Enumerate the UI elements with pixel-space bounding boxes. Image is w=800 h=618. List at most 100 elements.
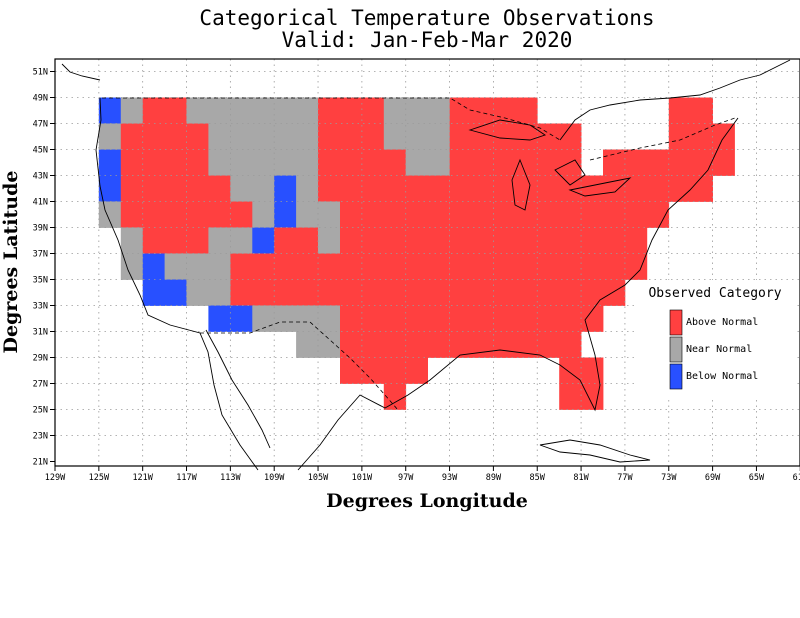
y-tick-label: 41N — [33, 198, 48, 208]
grid-cell-above-normal — [493, 227, 516, 254]
canada-us-border — [102, 97, 736, 161]
grid-cell-above-normal — [449, 305, 472, 332]
grid-cell-above-normal — [559, 201, 582, 228]
grid-cell-above-normal — [274, 279, 297, 306]
grid-cell-above-normal — [646, 201, 670, 228]
grid-cell-near-normal — [186, 253, 209, 280]
grid-cell-above-normal — [581, 357, 604, 384]
grid-cell-below-normal — [98, 175, 122, 202]
grid-cell-above-normal — [427, 279, 450, 306]
x-tick-label: 85W — [530, 473, 546, 483]
grid-cell-near-normal — [186, 97, 209, 124]
grid-cell-near-normal — [405, 97, 428, 124]
legend: Observed Category Above Normal Near Norma… — [636, 280, 794, 400]
grid-cell-above-normal — [340, 123, 363, 150]
grid-cell-above-normal — [581, 227, 604, 254]
grid-cell-above-normal — [581, 305, 604, 332]
grid-cell-near-normal — [98, 123, 122, 150]
grid-cell-above-normal — [361, 97, 385, 124]
grid-cell-near-normal — [208, 279, 231, 306]
grid-cell-above-normal — [603, 201, 626, 228]
grid-cell-above-normal — [120, 149, 144, 176]
grid-cell-near-normal — [230, 175, 253, 202]
grid-cell-above-normal — [624, 149, 648, 176]
y-tick-label: 35N — [33, 276, 48, 286]
grid-cell-above-normal — [712, 149, 735, 176]
y-tick-label: 29N — [33, 354, 48, 364]
grid-cell-above-normal — [186, 201, 209, 228]
great-lakes-outline — [468, 119, 632, 211]
grid-cell-above-normal — [142, 201, 165, 228]
grid-cell-above-normal — [471, 201, 494, 228]
grid-cell-above-normal — [449, 331, 472, 358]
grid-cell-above-normal — [318, 279, 341, 306]
x-tick-label: 89W — [486, 473, 502, 483]
chart-title: Categorical Temperature Observations — [199, 6, 654, 30]
grid-cell-above-normal — [340, 279, 363, 306]
grid-cell-above-normal — [164, 149, 187, 176]
grid-cell-above-normal — [340, 175, 363, 202]
grid-cell-above-normal — [515, 175, 538, 202]
gridlines-layer — [55, 59, 800, 466]
grid-cell-below-normal — [164, 279, 187, 306]
grid-cell-above-normal — [142, 175, 165, 202]
grid-cell-above-normal — [361, 175, 385, 202]
grid-cell-above-normal — [559, 383, 582, 410]
grid-cell-near-normal — [274, 97, 297, 124]
grid-cell-near-normal — [208, 149, 231, 176]
grid-cell-near-normal — [318, 305, 341, 332]
y-tick-label: 31N — [33, 328, 48, 338]
grid-cell-above-normal — [624, 175, 648, 202]
grid-cell-above-normal — [537, 227, 560, 254]
grid-cell-above-normal — [208, 175, 231, 202]
grid-cell-above-normal — [405, 175, 428, 202]
grid-cell-near-normal — [98, 201, 122, 228]
grid-cell-near-normal — [252, 97, 275, 124]
x-tick-label: 105W — [308, 473, 329, 483]
y-tick-label: 51N — [33, 68, 48, 78]
legend-label: Near Normal — [686, 344, 752, 355]
grid-cell-below-normal — [142, 253, 165, 280]
grid-cell-near-normal — [318, 201, 341, 228]
x-tick-label: 77W — [617, 473, 633, 483]
x-tick-label: 125W — [89, 473, 110, 483]
grid-cell-above-normal — [361, 305, 385, 332]
grid-cell-near-normal — [230, 227, 253, 254]
grid-cell-above-normal — [318, 175, 341, 202]
grid-cell-above-normal — [515, 227, 538, 254]
grid-cell-above-normal — [581, 253, 604, 280]
grid-cell-above-normal — [318, 253, 341, 280]
grid-cell-above-normal — [559, 175, 582, 202]
x-tick-label: 73W — [661, 473, 677, 483]
grid-cell-above-normal — [515, 97, 538, 124]
gulf-coastline — [297, 117, 739, 471]
grid-cell-above-normal — [383, 357, 407, 384]
grid-cell-near-normal — [296, 175, 319, 202]
grid-cell-above-normal — [515, 253, 538, 280]
grid-cell-near-normal — [274, 149, 297, 176]
grid-cell-above-normal — [186, 175, 209, 202]
grid-cell-above-normal — [405, 253, 428, 280]
grid-cell-above-normal — [493, 305, 516, 332]
x-tick-label: 61W — [793, 473, 800, 483]
grid-cell-above-normal — [230, 253, 253, 280]
x-tick-label: 93W — [442, 473, 458, 483]
grid-cell-above-normal — [471, 331, 494, 358]
grid-cell-above-normal — [142, 227, 165, 254]
grid-cell-near-normal — [186, 279, 209, 306]
grid-cell-near-normal — [405, 149, 428, 176]
grid-cell-above-normal — [427, 227, 450, 254]
grid-cell-above-normal — [383, 149, 407, 176]
cuba-outline — [539, 439, 651, 463]
grid-cell-above-normal — [515, 279, 538, 306]
x-tick-label: 129W — [45, 473, 66, 483]
plot-frame — [54, 58, 800, 467]
grid-cell-near-normal — [252, 123, 275, 150]
x-tick-label: 121W — [132, 473, 153, 483]
grid-cell-near-normal — [120, 253, 144, 280]
grid-cell-above-normal — [120, 175, 144, 202]
grid-cell-above-normal — [471, 149, 494, 176]
grid-cell-above-normal — [559, 331, 582, 358]
legend-label: Below Normal — [686, 371, 758, 382]
grid-cell-above-normal — [603, 149, 626, 176]
